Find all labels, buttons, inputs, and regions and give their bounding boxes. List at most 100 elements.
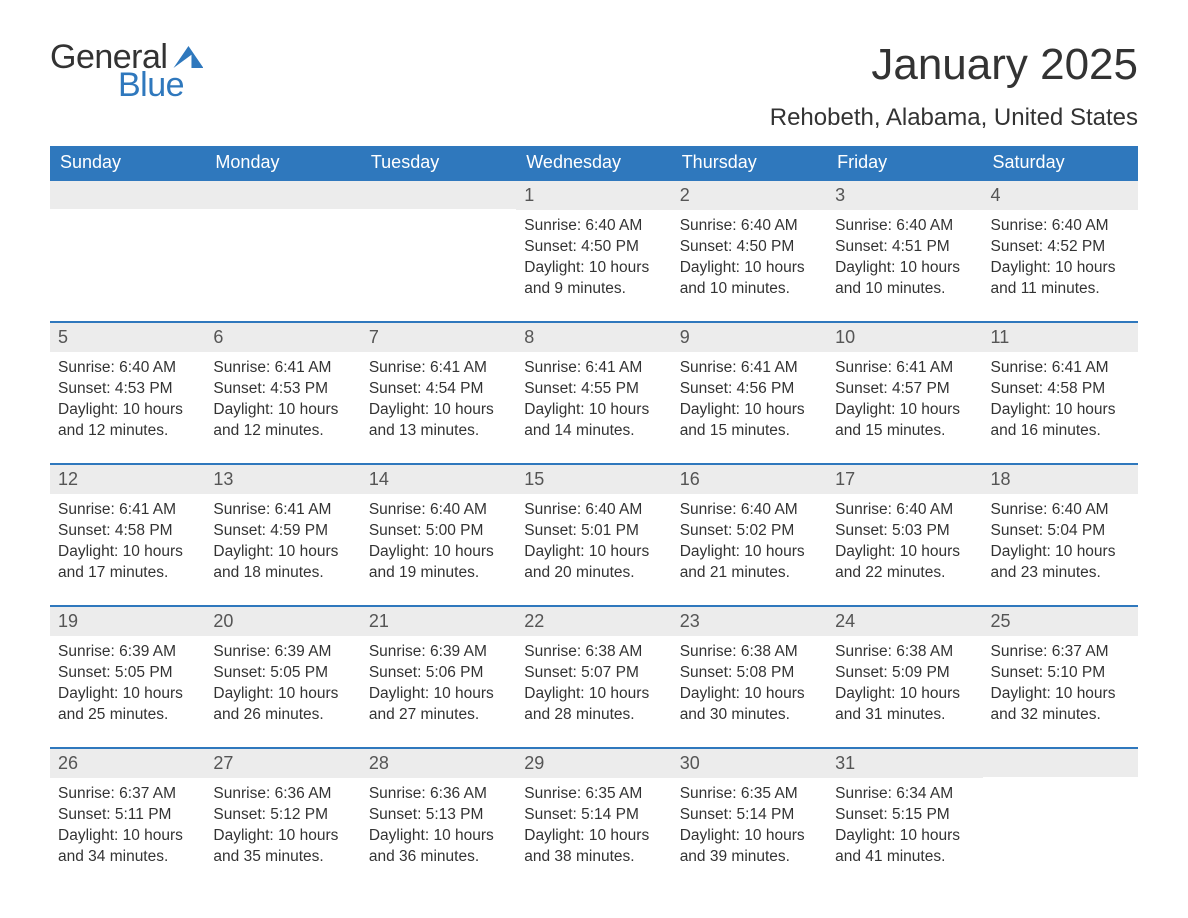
sunset-text: Sunset: 5:02 PM	[680, 521, 819, 542]
day-body	[983, 777, 1138, 857]
daylight-text-1: Daylight: 10 hours	[58, 542, 197, 563]
day-number	[205, 181, 360, 209]
sunrise-text: Sunrise: 6:41 AM	[680, 358, 819, 379]
daylight-text-2: and 12 minutes.	[58, 421, 197, 442]
daylight-text-2: and 34 minutes.	[58, 847, 197, 868]
sunset-text: Sunset: 5:14 PM	[680, 805, 819, 826]
day-cell: 25Sunrise: 6:37 AMSunset: 5:10 PMDayligh…	[983, 606, 1138, 748]
calendar-table: SundayMondayTuesdayWednesdayThursdayFrid…	[50, 146, 1138, 890]
sunrise-text: Sunrise: 6:39 AM	[213, 642, 352, 663]
day-cell: 5Sunrise: 6:40 AMSunset: 4:53 PMDaylight…	[50, 322, 205, 464]
day-number: 31	[827, 749, 982, 778]
sunset-text: Sunset: 4:51 PM	[835, 237, 974, 258]
daylight-text-1: Daylight: 10 hours	[835, 400, 974, 421]
day-number: 4	[983, 181, 1138, 210]
daylight-text-2: and 28 minutes.	[524, 705, 663, 726]
daylight-text-2: and 21 minutes.	[680, 563, 819, 584]
daylight-text-2: and 16 minutes.	[991, 421, 1130, 442]
sunset-text: Sunset: 5:12 PM	[213, 805, 352, 826]
month-title: January 2025	[770, 40, 1138, 90]
day-body: Sunrise: 6:37 AMSunset: 5:11 PMDaylight:…	[50, 778, 205, 872]
daylight-text-2: and 36 minutes.	[369, 847, 508, 868]
daylight-text-2: and 11 minutes.	[991, 279, 1130, 300]
daylight-text-2: and 20 minutes.	[524, 563, 663, 584]
day-number: 14	[361, 465, 516, 494]
day-cell: 1Sunrise: 6:40 AMSunset: 4:50 PMDaylight…	[516, 180, 671, 322]
day-number: 30	[672, 749, 827, 778]
day-cell: 2Sunrise: 6:40 AMSunset: 4:50 PMDaylight…	[672, 180, 827, 322]
daylight-text-2: and 10 minutes.	[835, 279, 974, 300]
day-body: Sunrise: 6:41 AMSunset: 4:54 PMDaylight:…	[361, 352, 516, 446]
daylight-text-1: Daylight: 10 hours	[524, 684, 663, 705]
day-number: 7	[361, 323, 516, 352]
sunrise-text: Sunrise: 6:41 AM	[835, 358, 974, 379]
day-number: 22	[516, 607, 671, 636]
daylight-text-1: Daylight: 10 hours	[680, 684, 819, 705]
day-body: Sunrise: 6:40 AMSunset: 5:02 PMDaylight:…	[672, 494, 827, 588]
daylight-text-1: Daylight: 10 hours	[991, 684, 1130, 705]
day-body: Sunrise: 6:39 AMSunset: 5:05 PMDaylight:…	[50, 636, 205, 730]
sunrise-text: Sunrise: 6:41 AM	[991, 358, 1130, 379]
day-number: 24	[827, 607, 982, 636]
sunrise-text: Sunrise: 6:40 AM	[991, 216, 1130, 237]
day-body: Sunrise: 6:41 AMSunset: 4:53 PMDaylight:…	[205, 352, 360, 446]
day-body: Sunrise: 6:40 AMSunset: 5:03 PMDaylight:…	[827, 494, 982, 588]
sunrise-text: Sunrise: 6:40 AM	[524, 216, 663, 237]
daylight-text-1: Daylight: 10 hours	[524, 258, 663, 279]
day-cell: 26Sunrise: 6:37 AMSunset: 5:11 PMDayligh…	[50, 748, 205, 890]
day-cell: 7Sunrise: 6:41 AMSunset: 4:54 PMDaylight…	[361, 322, 516, 464]
day-body	[361, 209, 516, 289]
day-body: Sunrise: 6:36 AMSunset: 5:13 PMDaylight:…	[361, 778, 516, 872]
day-cell: 10Sunrise: 6:41 AMSunset: 4:57 PMDayligh…	[827, 322, 982, 464]
day-cell	[983, 748, 1138, 890]
daylight-text-1: Daylight: 10 hours	[369, 542, 508, 563]
daylight-text-1: Daylight: 10 hours	[369, 400, 508, 421]
day-cell	[361, 180, 516, 322]
day-body: Sunrise: 6:41 AMSunset: 4:59 PMDaylight:…	[205, 494, 360, 588]
day-cell: 24Sunrise: 6:38 AMSunset: 5:09 PMDayligh…	[827, 606, 982, 748]
day-body: Sunrise: 6:38 AMSunset: 5:09 PMDaylight:…	[827, 636, 982, 730]
daylight-text-2: and 27 minutes.	[369, 705, 508, 726]
sunrise-text: Sunrise: 6:40 AM	[680, 216, 819, 237]
day-number: 28	[361, 749, 516, 778]
day-body: Sunrise: 6:37 AMSunset: 5:10 PMDaylight:…	[983, 636, 1138, 730]
sunrise-text: Sunrise: 6:38 AM	[524, 642, 663, 663]
sunset-text: Sunset: 5:07 PM	[524, 663, 663, 684]
day-number: 17	[827, 465, 982, 494]
daylight-text-2: and 35 minutes.	[213, 847, 352, 868]
day-body: Sunrise: 6:34 AMSunset: 5:15 PMDaylight:…	[827, 778, 982, 872]
sunset-text: Sunset: 4:52 PM	[991, 237, 1130, 258]
daylight-text-2: and 26 minutes.	[213, 705, 352, 726]
sunrise-text: Sunrise: 6:36 AM	[369, 784, 508, 805]
day-number: 25	[983, 607, 1138, 636]
day-number: 2	[672, 181, 827, 210]
day-body: Sunrise: 6:40 AMSunset: 4:52 PMDaylight:…	[983, 210, 1138, 304]
day-cell: 14Sunrise: 6:40 AMSunset: 5:00 PMDayligh…	[361, 464, 516, 606]
daylight-text-1: Daylight: 10 hours	[835, 258, 974, 279]
sunrise-text: Sunrise: 6:39 AM	[58, 642, 197, 663]
day-cell	[50, 180, 205, 322]
sunrise-text: Sunrise: 6:37 AM	[991, 642, 1130, 663]
sunset-text: Sunset: 4:58 PM	[58, 521, 197, 542]
sunset-text: Sunset: 5:15 PM	[835, 805, 974, 826]
week-row: 26Sunrise: 6:37 AMSunset: 5:11 PMDayligh…	[50, 748, 1138, 890]
day-body: Sunrise: 6:40 AMSunset: 4:51 PMDaylight:…	[827, 210, 982, 304]
daylight-text-2: and 17 minutes.	[58, 563, 197, 584]
daylight-text-2: and 12 minutes.	[213, 421, 352, 442]
day-body: Sunrise: 6:38 AMSunset: 5:07 PMDaylight:…	[516, 636, 671, 730]
day-cell: 22Sunrise: 6:38 AMSunset: 5:07 PMDayligh…	[516, 606, 671, 748]
title-block: January 2025 Rehobeth, Alabama, United S…	[770, 40, 1138, 132]
day-body: Sunrise: 6:40 AMSunset: 5:04 PMDaylight:…	[983, 494, 1138, 588]
sunrise-text: Sunrise: 6:41 AM	[58, 500, 197, 521]
daylight-text-1: Daylight: 10 hours	[524, 826, 663, 847]
day-cell: 3Sunrise: 6:40 AMSunset: 4:51 PMDaylight…	[827, 180, 982, 322]
daylight-text-2: and 22 minutes.	[835, 563, 974, 584]
daylight-text-2: and 31 minutes.	[835, 705, 974, 726]
sunset-text: Sunset: 5:05 PM	[213, 663, 352, 684]
day-header: Sunday	[50, 146, 205, 180]
day-cell: 28Sunrise: 6:36 AMSunset: 5:13 PMDayligh…	[361, 748, 516, 890]
sunrise-text: Sunrise: 6:37 AM	[58, 784, 197, 805]
calendar-body: 1Sunrise: 6:40 AMSunset: 4:50 PMDaylight…	[50, 180, 1138, 890]
daylight-text-2: and 15 minutes.	[835, 421, 974, 442]
brand-text-2: Blue	[118, 68, 203, 102]
